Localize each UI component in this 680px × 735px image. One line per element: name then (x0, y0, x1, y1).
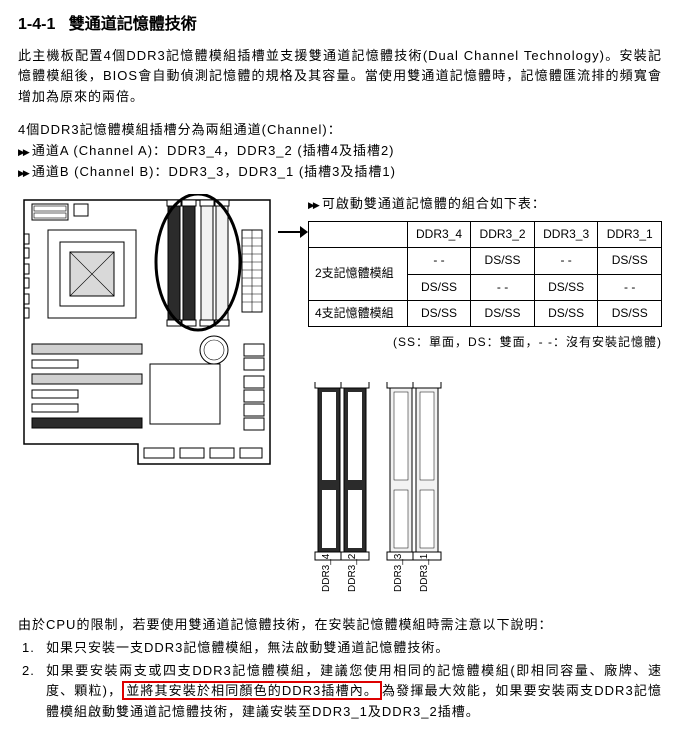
arrow-icon (278, 212, 308, 252)
note-1: 如果只安裝一支DDR3記憶體模組，無法啟動雙通道記憶體技術。 (46, 640, 449, 655)
channels-heading: 4個DDR3記憶體模組插槽分為兩組通道(Channel)： (18, 120, 662, 141)
channel-a: 通道A (Channel A)：DDR3_4，DDR3_2 (插槽4及插槽2) (18, 141, 662, 162)
intro-paragraph: 此主機板配置4個DDR3記憶體模組插槽並支援雙通道記憶體技術(Dual Chan… (18, 46, 662, 108)
table-caption: 可啟動雙通道記憶體的組合如下表： (308, 194, 662, 215)
svg-text:DDR3_3: DDR3_3 (393, 553, 404, 592)
list-item: 1. 如果只安裝一支DDR3記憶體模組，無法啟動雙通道記憶體技術。 (46, 638, 662, 659)
th: DDR3_2 (471, 222, 535, 248)
svg-text:DDR3_4: DDR3_4 (321, 553, 332, 592)
table-note: (SS：單面，DS：雙面，- -：沒有安裝記憶體) (308, 333, 662, 352)
section-number: 1-4-1 (18, 16, 55, 33)
note-2-highlight: 並將其安裝於相同顏色的DDR3插槽內。 (122, 681, 382, 700)
notes-intro: 由於CPU的限制，若要使用雙通道記憶體技術，在安裝記憶體模組時需注意以下說明： (18, 615, 662, 636)
combo-table: DDR3_4 DDR3_2 DDR3_3 DDR3_1 2支記憶體模組 - - … (308, 221, 662, 327)
row-label: 2支記憶體模組 (309, 248, 408, 300)
notes-list: 1. 如果只安裝一支DDR3記憶體模組，無法啟動雙通道記憶體技術。 2. 如果要… (18, 638, 662, 723)
svg-text:DDR3_1: DDR3_1 (419, 553, 430, 592)
svg-text:DDR3_2: DDR3_2 (347, 553, 358, 592)
list-item: 2. 如果要安裝兩支或四支DDR3記憶體模組，建議您使用相同的記憶體模組(即相同… (46, 661, 662, 723)
th: DDR3_4 (407, 222, 471, 248)
th: DDR3_3 (534, 222, 598, 248)
th: DDR3_1 (598, 222, 662, 248)
row-label: 4支記憶體模組 (309, 300, 408, 326)
channel-b: 通道B (Channel B)：DDR3_3，DDR3_1 (插槽3及插槽1) (18, 162, 662, 183)
motherboard-diagram (18, 194, 276, 484)
section-heading: 雙通道記憶體技術 (69, 16, 197, 33)
ddr-slots-large: DDR3_4 DDR3_2 DDR3_3 DDR3_1 (308, 382, 508, 594)
diagram-row: 可啟動雙通道記憶體的組合如下表： DDR3_4 DDR3_2 DDR3_3 DD… (18, 194, 662, 601)
section-title: 1-4-1 雙通道記憶體技術 (18, 12, 662, 38)
